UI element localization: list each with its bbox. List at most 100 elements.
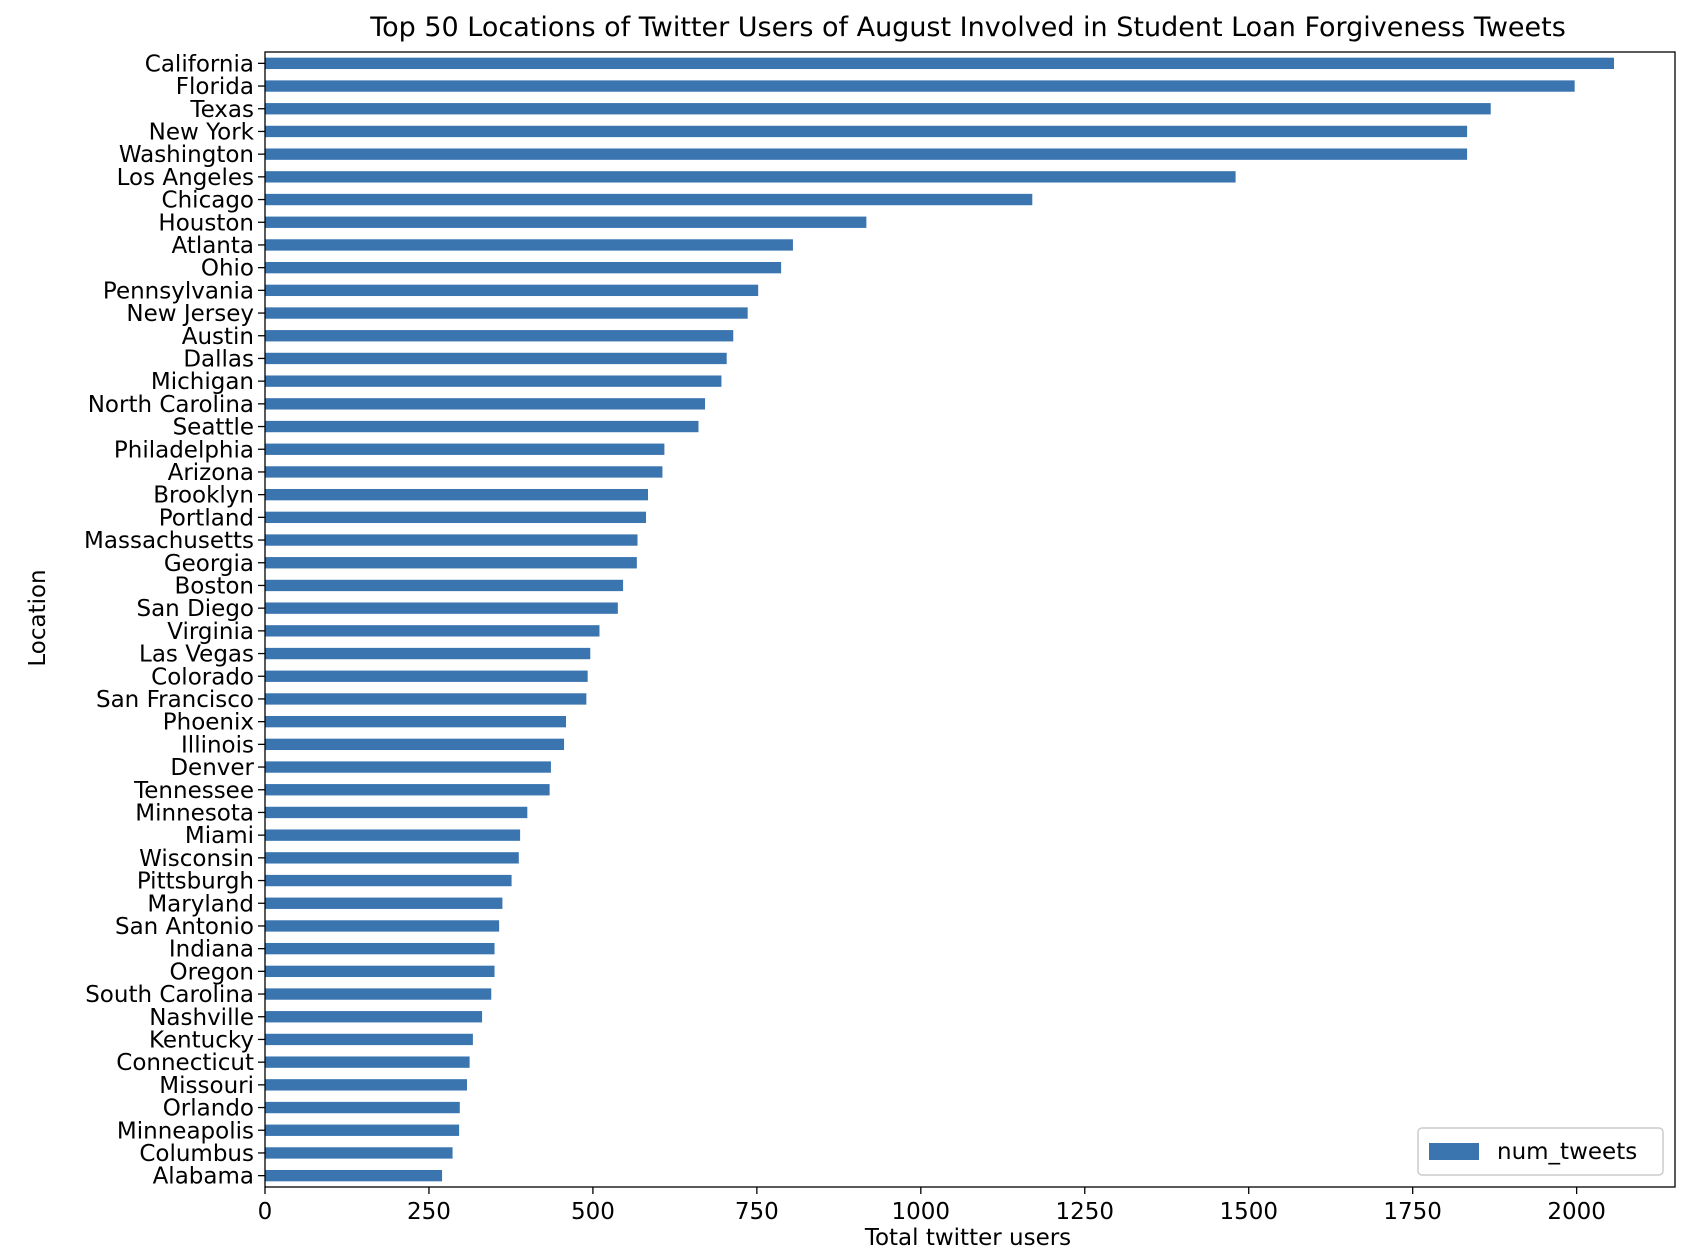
bar-miami [265,829,521,841]
y-tick-label: Brooklyn [153,483,254,509]
y-tick-label: Connecticut [116,1050,254,1076]
bar-chicago [265,193,1033,206]
y-tick-label: Boston [174,574,254,600]
y-tick-label: San Francisco [96,687,254,713]
y-tick-label: Virginia [167,619,254,645]
bar-missouri [265,1079,467,1091]
y-tick-label: Orlando [163,1096,254,1122]
y-tick-label: New York [149,120,255,146]
bar-los-angeles [265,171,1236,183]
y-tick-label: Maryland [147,891,254,917]
y-tick-label: Wisconsin [139,846,254,872]
bar-san-francisco [265,693,587,705]
bar-austin [265,330,734,342]
bar-oregon [265,965,495,978]
bar-denver [265,761,551,773]
y-tick-label: New Jersey [126,301,254,327]
bar-michigan [265,375,722,387]
y-tick-label: Miami [185,823,254,849]
legend-swatch [1429,1143,1479,1160]
y-tick-label: Minnesota [135,801,254,827]
x-tick-label: 750 [735,1199,779,1225]
bar-virginia [265,625,600,637]
y-tick-label: Pennsylvania [103,278,254,304]
x-tick-label: 0 [258,1199,273,1225]
x-tick-labels: 0 250 500 750 1000 1250 1500 1750 2000 [258,1187,1606,1225]
bar-dallas [265,352,727,365]
y-tick-label: Arizona [168,460,254,486]
bar-massachusetts [265,534,638,546]
y-tick-label: Kentucky [149,1028,254,1054]
bar-ohio [265,261,782,274]
y-tick-label: Washington [119,142,254,168]
bar-orlando [265,1101,460,1114]
y-tick-label: Tennessee [133,778,254,804]
x-tick-label: 1250 [1055,1199,1114,1225]
y-tick-label: Texas [189,97,254,123]
bar-boston [265,579,624,592]
bar-wisconsin [265,852,519,864]
bar-texas [265,103,1491,115]
y-tick-label: Georgia [164,551,254,577]
y-tick-label: Chicago [162,188,254,214]
legend: num_tweets [1417,1127,1664,1176]
x-tick-label: 500 [571,1199,615,1225]
bar-washington [265,148,1468,160]
x-tick-label: 1750 [1383,1199,1442,1225]
bar-south-carolina [265,988,492,1000]
bar-connecticut [265,1056,470,1068]
x-tick-label: 1000 [892,1199,951,1225]
y-tick-label: Dallas [183,347,254,373]
bar-florida [265,80,1575,92]
bar-pittsburgh [265,874,512,887]
y-tick-label: Denver [170,755,254,781]
x-tick-label: 1500 [1219,1199,1278,1225]
y-tick-label: Austin [182,324,254,350]
y-tick-label: Alabama [153,1164,254,1190]
y-tick-label: Las Vegas [139,642,254,668]
bar-maryland [265,897,503,909]
bar-alabama [265,1169,443,1182]
y-tick-label: Atlanta [171,233,254,259]
bar-san-diego [265,602,618,614]
bar-kentucky [265,1033,473,1046]
y-tick-label: California [145,51,254,77]
bar-portland [265,511,647,524]
y-tick-label: North Carolina [88,392,254,418]
y-tick-label: Illinois [181,732,254,758]
bar-phoenix [265,715,567,728]
y-tick-label: Philadelphia [114,437,254,463]
y-tick-label: Ohio [201,256,254,282]
bar-houston [265,216,867,228]
y-tick-label: Los Angeles [117,165,254,191]
bar-minneapolis [265,1124,460,1136]
y-tick-label: Minneapolis [117,1118,254,1144]
y-tick-label: Missouri [159,1073,254,1099]
bars-group [265,57,1615,1182]
legend-box [1417,1127,1664,1176]
y-tick-label: Houston [158,210,254,236]
y-tick-label: Colorado [151,664,254,690]
bar-seattle [265,420,699,433]
y-axis-label: Location [25,569,51,666]
bar-indiana [265,942,495,955]
y-tick-label: Columbus [139,1141,254,1167]
y-tick-label: Pittsburgh [137,869,254,895]
x-tick-label: 250 [407,1199,451,1225]
y-tick-label: Nashville [149,1005,254,1031]
y-tick-label: San Diego [136,596,254,622]
bar-north-carolina [265,398,706,410]
y-tick-label: Massachusetts [84,528,254,554]
bar-arizona [265,466,663,478]
bar-las-vegas [265,647,591,660]
x-tick-label: 2000 [1547,1199,1606,1225]
bar-minnesota [265,806,528,819]
bar-pennsylvania [265,284,759,297]
bar-brooklyn [265,488,648,501]
y-tick-label: Florida [176,74,254,100]
bar-columbus [265,1147,453,1159]
y-tick-label: Portland [159,505,254,531]
bar-atlanta [265,239,793,251]
